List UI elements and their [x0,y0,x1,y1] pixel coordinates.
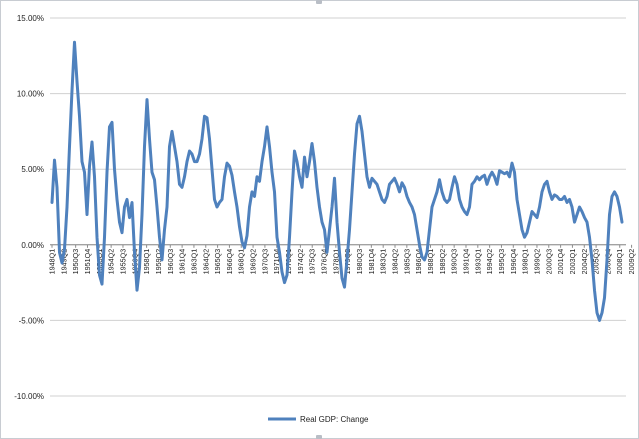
x-tick-label: 1959Q2 [154,249,163,275]
x-tick-label: 2009Q2 [627,249,636,275]
x-tick-label: 1975Q3 [308,249,317,275]
x-tick-label: 2001Q4 [556,249,565,275]
y-tick-label: -10.00% [14,392,44,401]
y-tick-label: 5.00% [21,165,44,174]
x-tick-label: 1993Q1 [473,249,482,275]
x-tick-label: 1955Q3 [118,249,127,275]
x-tick-label: 1995Q3 [497,249,506,275]
x-tick-label: 1974Q2 [296,249,305,275]
legend-label: Real GDP: Change [300,415,369,424]
x-tick-label: 2003Q1 [568,249,577,275]
x-tick-label: 1990Q3 [450,249,459,275]
y-tick-label: 10.00% [17,90,44,99]
x-tick-label: 1978Q1 [331,249,340,275]
x-tick-label: 1976Q4 [320,249,329,275]
x-tick-label: 1961Q4 [178,249,187,275]
x-tick-label: 1969Q2 [249,249,258,275]
x-tick-label: 1988Q1 [426,249,435,275]
legend: Real GDP: Change [268,415,369,424]
x-tick-label: 1965Q3 [213,249,222,275]
x-tick-label: 1958Q1 [142,249,151,275]
y-tick-label: -5.00% [19,316,44,325]
x-tick-label: 1964Q2 [201,249,210,275]
x-tick-label: 2004Q2 [580,249,589,275]
x-tick-label: 1996Q4 [509,249,518,275]
x-tick-label: 1986Q4 [414,249,423,275]
x-tick-label: 2005Q3 [592,249,601,275]
x-tick-label: 1950Q3 [71,249,80,275]
frame-top-handle[interactable] [316,0,322,4]
x-tick-label: 1983Q1 [379,249,388,275]
x-tick-label: 1970Q3 [260,249,269,275]
x-tick-label: 1968Q1 [237,249,246,275]
x-tick-label: 1954Q2 [107,249,116,275]
x-tick-label: 1991Q4 [461,249,470,275]
x-tick-label: 1966Q4 [225,249,234,275]
x-axis-labels: 1948Q1 1949Q2 1950Q3 1951Q4 1953Q1 1954Q2 1955… [48,249,639,275]
x-tick-label: 1994Q2 [485,249,494,275]
x-tick-label: 1989Q2 [438,249,447,275]
x-tick-label: 1981Q4 [367,249,376,275]
y-tick-label: 15.00% [17,14,44,23]
y-tick-label: 0.00% [21,241,44,250]
x-tick-label: 1999Q2 [532,249,541,275]
x-tick-label: 1980Q3 [355,249,364,275]
x-tick-label: 1971Q4 [272,249,281,275]
y-axis-labels: 15.00% 10.00% 5.00% 0.00% -5.00% -10.00% [14,14,44,401]
x-tick-label: 1949Q2 [59,249,68,275]
series-line-real-gdp-change [50,40,624,322]
x-tick-label: 1985Q3 [402,249,411,275]
x-tick-label: 1951Q4 [83,249,92,275]
x-tick-label: 1963Q1 [189,249,198,275]
x-tick-label: 1948Q1 [48,249,57,275]
frame-bottom-handle[interactable] [316,435,322,439]
x-tick-label: 1960Q3 [166,249,175,275]
x-tick-label: 2008Q1 [615,249,624,275]
x-tick-label: 2000Q3 [544,249,553,275]
x-tick-label: 1984Q2 [391,249,400,275]
x-tick-label: 1998Q1 [521,249,530,275]
